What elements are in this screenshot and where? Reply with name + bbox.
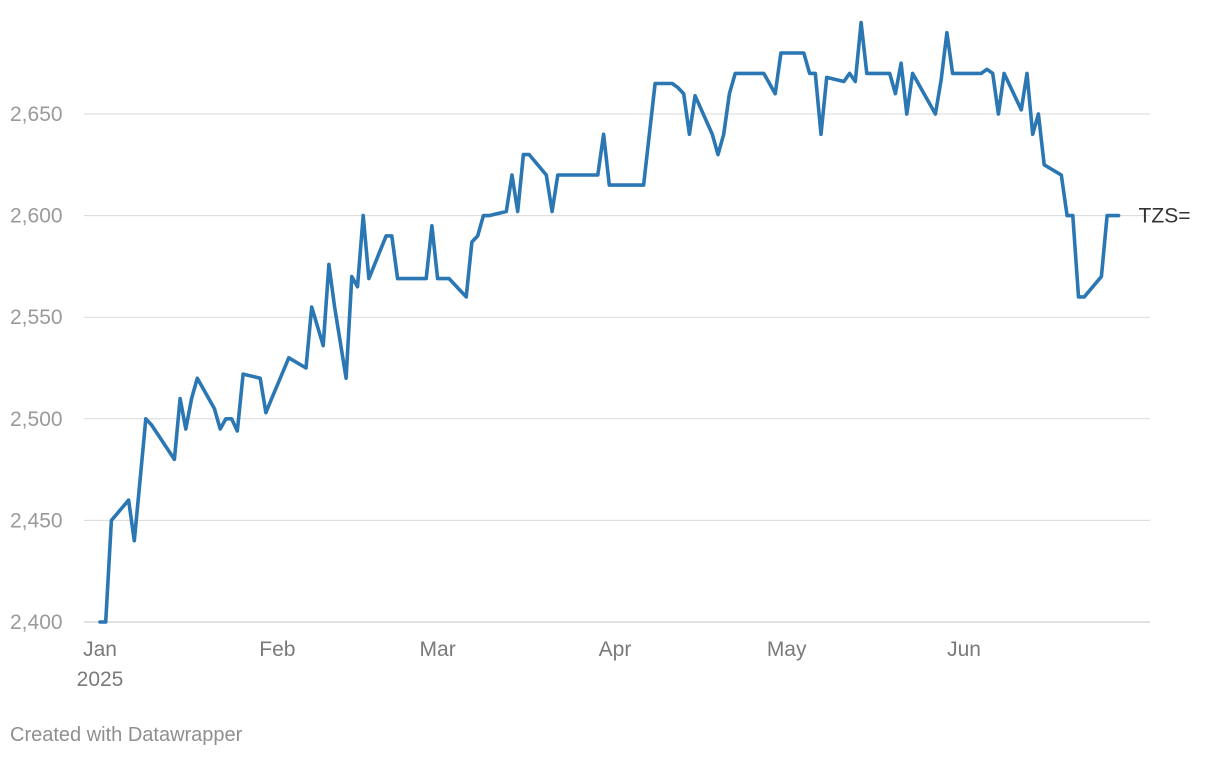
x-tick-label-apr: Apr — [599, 638, 632, 661]
x-tick-label-may: May — [767, 638, 807, 661]
x-axis: Jan 2025 Feb Mar Apr May Jun — [77, 638, 981, 691]
y-tick-label-2600: 2,600 — [10, 205, 63, 228]
footer-credit: Created with Datawrapper — [10, 724, 243, 746]
y-tick-label-2500: 2,500 — [10, 408, 63, 431]
x-tick-label-jun: Jun — [947, 638, 981, 661]
series-line-0 — [98, 20, 1121, 624]
y-tick-label-2650: 2,650 — [10, 103, 63, 126]
series-end-label: TZS= — [1139, 205, 1191, 228]
x-tick-label-mar: Mar — [420, 638, 456, 661]
series-labels: TZS= — [1139, 205, 1191, 228]
line-chart: 2,400 2,450 2,500 2,550 2,600 2,650 Jan 2025 Fe… — [10, 20, 1191, 691]
y-axis: 2,400 2,450 2,500 2,550 2,600 2,650 — [10, 103, 63, 634]
y-tick-label-2450: 2,450 — [10, 509, 63, 532]
x-tick-label-jan: Jan — [83, 638, 117, 661]
chart-gridlines — [84, 113, 1150, 623]
y-tick-label-2400: 2,400 — [10, 611, 63, 634]
y-tick-label-2550: 2,550 — [10, 306, 63, 329]
chart-series — [98, 20, 1121, 624]
x-tick-label-feb: Feb — [259, 638, 295, 661]
x-tick-year-label: 2025 — [77, 668, 124, 691]
